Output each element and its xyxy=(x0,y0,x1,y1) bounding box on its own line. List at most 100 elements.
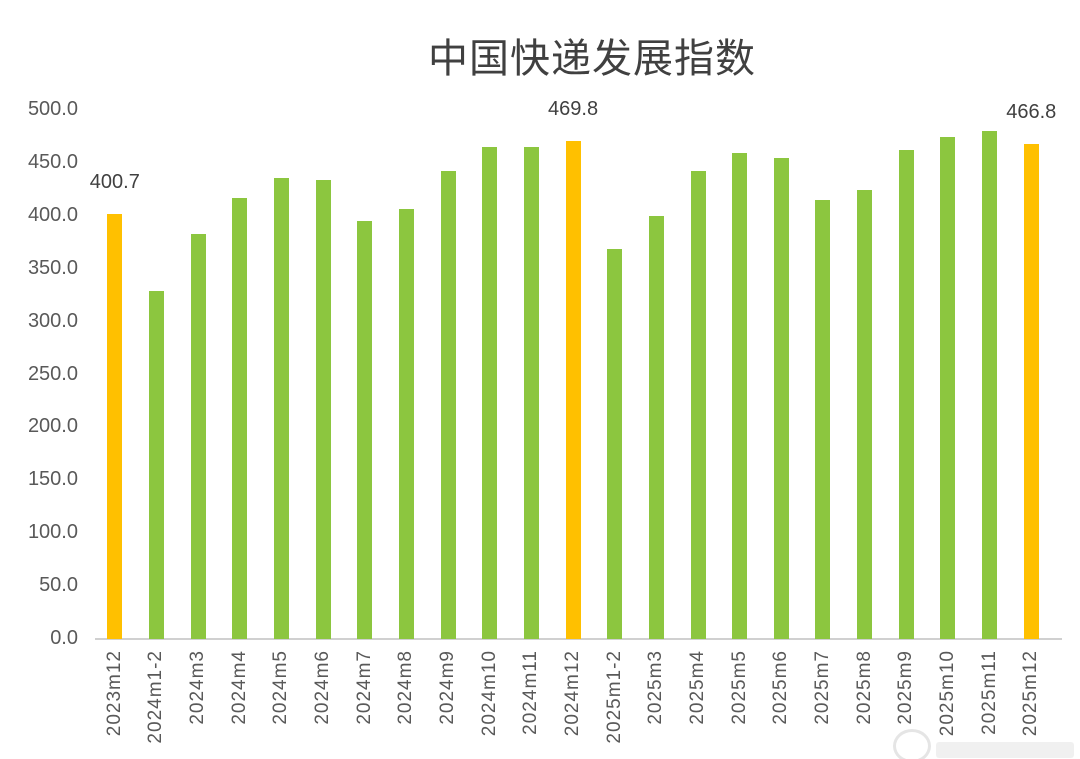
x-axis-label-slot: 2024m10 xyxy=(469,650,511,759)
bar-slot-2024m12: 469.8 xyxy=(548,98,598,639)
x-axis-label-slot: 2025m3 xyxy=(636,650,678,759)
x-axis-tick-label: 2024m12 xyxy=(562,650,584,737)
bar-2023m12 xyxy=(107,214,123,639)
y-axis-tick-label: 500.0 xyxy=(27,98,78,120)
bar-2025m10 xyxy=(940,136,956,639)
bar-2024m6 xyxy=(315,180,331,639)
x-axis-tick-label: 2024m3 xyxy=(187,650,209,725)
bar-2025m11 xyxy=(982,131,998,639)
bar-2024m4 xyxy=(232,198,248,639)
bar-slot-2025m6 xyxy=(761,109,803,639)
x-axis-tick-label: 2025m5 xyxy=(728,650,750,725)
bar-2025m12 xyxy=(1023,144,1039,639)
bar-slot-2024m6 xyxy=(302,109,344,639)
x-axis-tick-label: 2025m1-2 xyxy=(603,650,625,744)
x-axis-tick-label: 2025m11 xyxy=(978,650,1000,735)
x-axis-label-slot: 2025m7 xyxy=(802,650,844,759)
bar-slot-2024m5 xyxy=(261,109,303,639)
y-axis-tick-label: 250.0 xyxy=(27,363,78,385)
x-axis-label-slot: 2024m1-2 xyxy=(136,650,178,759)
bar-slot-2025m1-2 xyxy=(594,109,636,639)
bar-slot-2024m4 xyxy=(219,109,261,639)
x-axis-label-slot: 2025m1-2 xyxy=(594,650,636,759)
bar-2024m11 xyxy=(523,147,539,639)
bar-slot-2024m3 xyxy=(177,109,219,639)
bar-slot-2024m11 xyxy=(511,109,553,639)
y-axis-tick-label: 200.0 xyxy=(27,415,78,437)
bar-2024m5 xyxy=(273,177,289,639)
bar-2025m7 xyxy=(815,200,831,639)
y-axis-tick-label: 0.0 xyxy=(50,627,78,649)
bar-2025m3 xyxy=(648,216,664,639)
x-axis-tick-label: 2025m9 xyxy=(895,650,917,725)
y-axis-tick-label: 150.0 xyxy=(27,468,78,490)
bar-slot-2024m8 xyxy=(386,109,428,639)
bar-slot-2024m7 xyxy=(344,109,386,639)
y-axis-tick-label: 50.0 xyxy=(39,574,78,596)
bar-value-label-2025m12: 466.8 xyxy=(1006,101,1057,124)
y-axis-tick-label: 450.0 xyxy=(27,151,78,173)
x-axis-label-slot: 2024m12 xyxy=(552,650,594,759)
x-axis-tick-label: 2025m12 xyxy=(1020,650,1042,737)
chart-title: 中国快递发展指数 xyxy=(428,36,756,82)
bar-2025m1-2 xyxy=(607,248,623,639)
x-axis-line xyxy=(95,638,1062,640)
x-axis-tick-label: 2025m3 xyxy=(645,650,667,725)
bar-2024m9 xyxy=(440,170,456,639)
x-axis-label-slot: 2025m8 xyxy=(844,650,886,759)
x-axis-label-slot: 2024m6 xyxy=(302,650,344,759)
x-axis-label-slot: 2024m3 xyxy=(177,650,219,759)
x-axis-tick-label: 2024m10 xyxy=(478,650,500,737)
bar-2025m4 xyxy=(690,170,706,639)
bar-value-label-2024m12: 469.8 xyxy=(548,98,599,120)
x-axis-tick-label: 2025m6 xyxy=(770,650,792,725)
bar-slot-2024m9 xyxy=(427,109,469,639)
bar-slot-2025m10 xyxy=(927,109,969,639)
x-axis-label-slot: 2024m5 xyxy=(261,650,303,759)
x-axis-tick-label: 2025m10 xyxy=(936,650,958,737)
x-axis-tick-label: 2025m8 xyxy=(853,650,875,725)
bar-2024m8 xyxy=(398,208,414,639)
bar-slot-2024m10 xyxy=(469,109,511,639)
x-axis-tick-label: 2025m7 xyxy=(811,650,833,725)
bar-slot-2025m5 xyxy=(719,109,761,639)
y-axis-tick-label: 100.0 xyxy=(27,521,78,543)
x-axis-label-slot: 2024m8 xyxy=(386,650,428,759)
x-axis-tick-label: 2025m4 xyxy=(687,650,709,725)
bar-2024m12 xyxy=(565,141,581,639)
x-axis-tick-label: 2023m12 xyxy=(103,650,125,737)
x-axis-tick-label: 2024m11 xyxy=(520,650,542,735)
x-axis-label-slot: 2023m12 xyxy=(94,650,136,759)
y-axis-tick-label: 400.0 xyxy=(27,204,78,226)
x-axis-label-slot: 2024m4 xyxy=(219,650,261,759)
bar-slot-2025m11 xyxy=(969,109,1011,639)
bar-slot-2025m4 xyxy=(677,109,719,639)
bar-slot-2024m1-2 xyxy=(136,109,178,639)
bar-value-label-2023m12: 400.7 xyxy=(89,171,140,194)
bar-2024m1-2 xyxy=(148,291,164,639)
bar-2025m8 xyxy=(857,189,873,639)
bar-slot-2025m9 xyxy=(885,109,927,639)
x-axis-tick-label: 2024m8 xyxy=(395,650,417,725)
bar-slot-2025m7 xyxy=(802,109,844,639)
bar-2024m7 xyxy=(357,221,373,639)
x-axis-label-slot: 2025m5 xyxy=(719,650,761,759)
x-axis-label-slot: 2024m7 xyxy=(344,650,386,759)
x-axis-label-slot: 2024m9 xyxy=(427,650,469,759)
x-axis-label-slot: 2025m6 xyxy=(761,650,803,759)
bar-slot-2025m3 xyxy=(636,109,678,639)
x-axis-label-slot: 2024m11 xyxy=(511,650,553,759)
x-axis-tick-label: 2024m6 xyxy=(312,650,334,725)
bar-slot-2023m12: 400.7 xyxy=(90,109,140,639)
watermark-logo-icon xyxy=(893,729,931,759)
x-axis-label-slot: 2025m4 xyxy=(677,650,719,759)
x-axis-tick-label: 2024m7 xyxy=(353,650,375,725)
x-axis-tick-label: 2024m9 xyxy=(437,650,459,725)
y-axis-tick-label: 350.0 xyxy=(27,257,78,279)
watermark-text xyxy=(936,742,1074,758)
bar-slot-2025m12: 466.8 xyxy=(1006,101,1056,639)
bar-2024m3 xyxy=(190,234,206,639)
bar-2025m6 xyxy=(773,157,789,639)
x-axis-tick-label: 2024m5 xyxy=(270,650,292,725)
